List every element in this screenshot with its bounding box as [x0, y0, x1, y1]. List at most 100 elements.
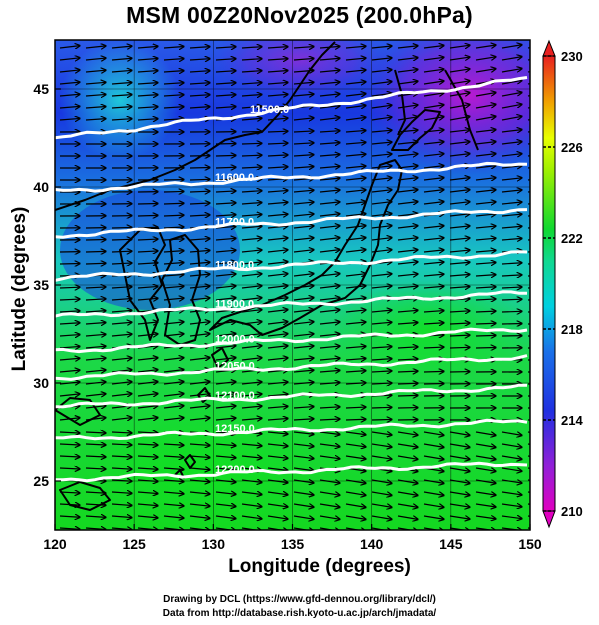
wind-vector	[267, 155, 288, 156]
wind-vector	[215, 492, 236, 494]
wind-vector	[397, 503, 418, 507]
wind-vector	[475, 431, 496, 435]
wind-vector	[345, 298, 366, 300]
wind-vector	[241, 226, 262, 228]
wind-vector	[189, 191, 210, 192]
wind-vector	[85, 287, 106, 288]
wind-vector	[397, 359, 418, 360]
wind-vector	[189, 504, 210, 506]
wind-vector	[397, 238, 418, 240]
wind-vector	[85, 370, 106, 372]
wind-vector	[345, 503, 366, 507]
wind-vector	[189, 492, 210, 494]
wind-vector	[59, 58, 80, 60]
wind-vector	[475, 69, 496, 73]
wind-vector	[85, 432, 106, 433]
wind-vector	[85, 492, 106, 493]
wind-vector	[215, 179, 236, 180]
wind-vector	[267, 202, 288, 204]
wind-vector	[449, 455, 470, 459]
wind-vector	[163, 239, 184, 240]
wind-vector	[319, 383, 340, 384]
wind-vector	[475, 492, 496, 495]
wind-vector	[267, 250, 288, 252]
wind-vector	[319, 515, 340, 519]
wind-vector	[293, 419, 314, 420]
wind-vector	[319, 346, 340, 348]
wind-vector	[267, 106, 288, 108]
wind-vector	[241, 406, 262, 408]
wind-vector	[137, 456, 158, 457]
wind-vector	[189, 406, 210, 408]
wind-vector	[163, 358, 184, 360]
wind-vector	[345, 515, 366, 519]
wind-vector	[319, 456, 340, 459]
wind-vector	[241, 418, 262, 420]
wind-vector	[319, 143, 340, 144]
wind-vector	[397, 142, 418, 144]
wind-vector	[293, 155, 314, 156]
wind-vector	[475, 214, 496, 216]
wind-vector	[501, 178, 522, 180]
wind-vector	[371, 432, 392, 435]
wind-vector	[137, 298, 158, 300]
wind-vector	[111, 418, 132, 420]
wind-vector	[475, 45, 496, 48]
wind-vector	[163, 406, 184, 408]
wind-vector	[527, 527, 530, 529]
wind-vector	[85, 251, 106, 252]
wind-vector	[241, 334, 262, 336]
wind-vector	[111, 382, 132, 384]
wind-vector	[371, 371, 392, 372]
wind-vector	[371, 82, 392, 84]
wind-vector	[215, 83, 236, 84]
wind-vector	[215, 444, 236, 446]
wind-vector	[267, 418, 288, 420]
wind-vector	[319, 154, 340, 156]
wind-vector	[371, 70, 392, 72]
wind-vector	[293, 190, 314, 192]
wind-vector	[371, 166, 392, 168]
wind-vector	[59, 311, 80, 312]
wind-vector	[215, 226, 236, 228]
wind-vector	[163, 215, 184, 216]
wind-vector	[111, 263, 132, 264]
wind-vector	[163, 298, 184, 300]
wind-vector	[293, 468, 314, 471]
wind-vector	[189, 516, 210, 518]
wind-vector	[189, 274, 210, 276]
wind-vector	[371, 142, 392, 144]
wind-vector	[501, 275, 522, 276]
wind-vector	[397, 166, 418, 168]
wind-vector	[345, 190, 366, 192]
wind-vector	[241, 274, 262, 276]
wind-vector	[371, 479, 392, 483]
x-axis: 120 125 130 135 140 145 150	[43, 524, 542, 552]
wind-vector	[59, 346, 80, 348]
wind-vector	[241, 322, 262, 324]
wind-vector	[501, 45, 522, 49]
height-contour	[55, 250, 528, 282]
wind-vector	[59, 335, 80, 336]
wind-vector	[241, 59, 262, 60]
wind-vector	[501, 263, 522, 264]
wind-vector	[397, 262, 418, 264]
wind-vector	[293, 480, 314, 483]
wind-vector	[293, 274, 314, 276]
wind-vector	[267, 492, 288, 495]
wind-vector	[241, 286, 262, 288]
wind-vector	[163, 492, 184, 494]
wind-vector	[371, 202, 392, 204]
wind-vector	[319, 322, 340, 324]
wind-vector	[85, 311, 106, 312]
wind-vector	[449, 105, 470, 109]
wind-vector	[423, 166, 444, 168]
wind-vector	[111, 516, 132, 518]
wind-vector	[111, 287, 132, 288]
wind-vector	[475, 335, 496, 336]
x-tick-label: 145	[439, 536, 463, 552]
wind-vector	[137, 46, 158, 48]
wind-vector	[501, 323, 522, 324]
contour-label: 12050.0	[215, 361, 255, 373]
wind-vector	[215, 95, 236, 96]
